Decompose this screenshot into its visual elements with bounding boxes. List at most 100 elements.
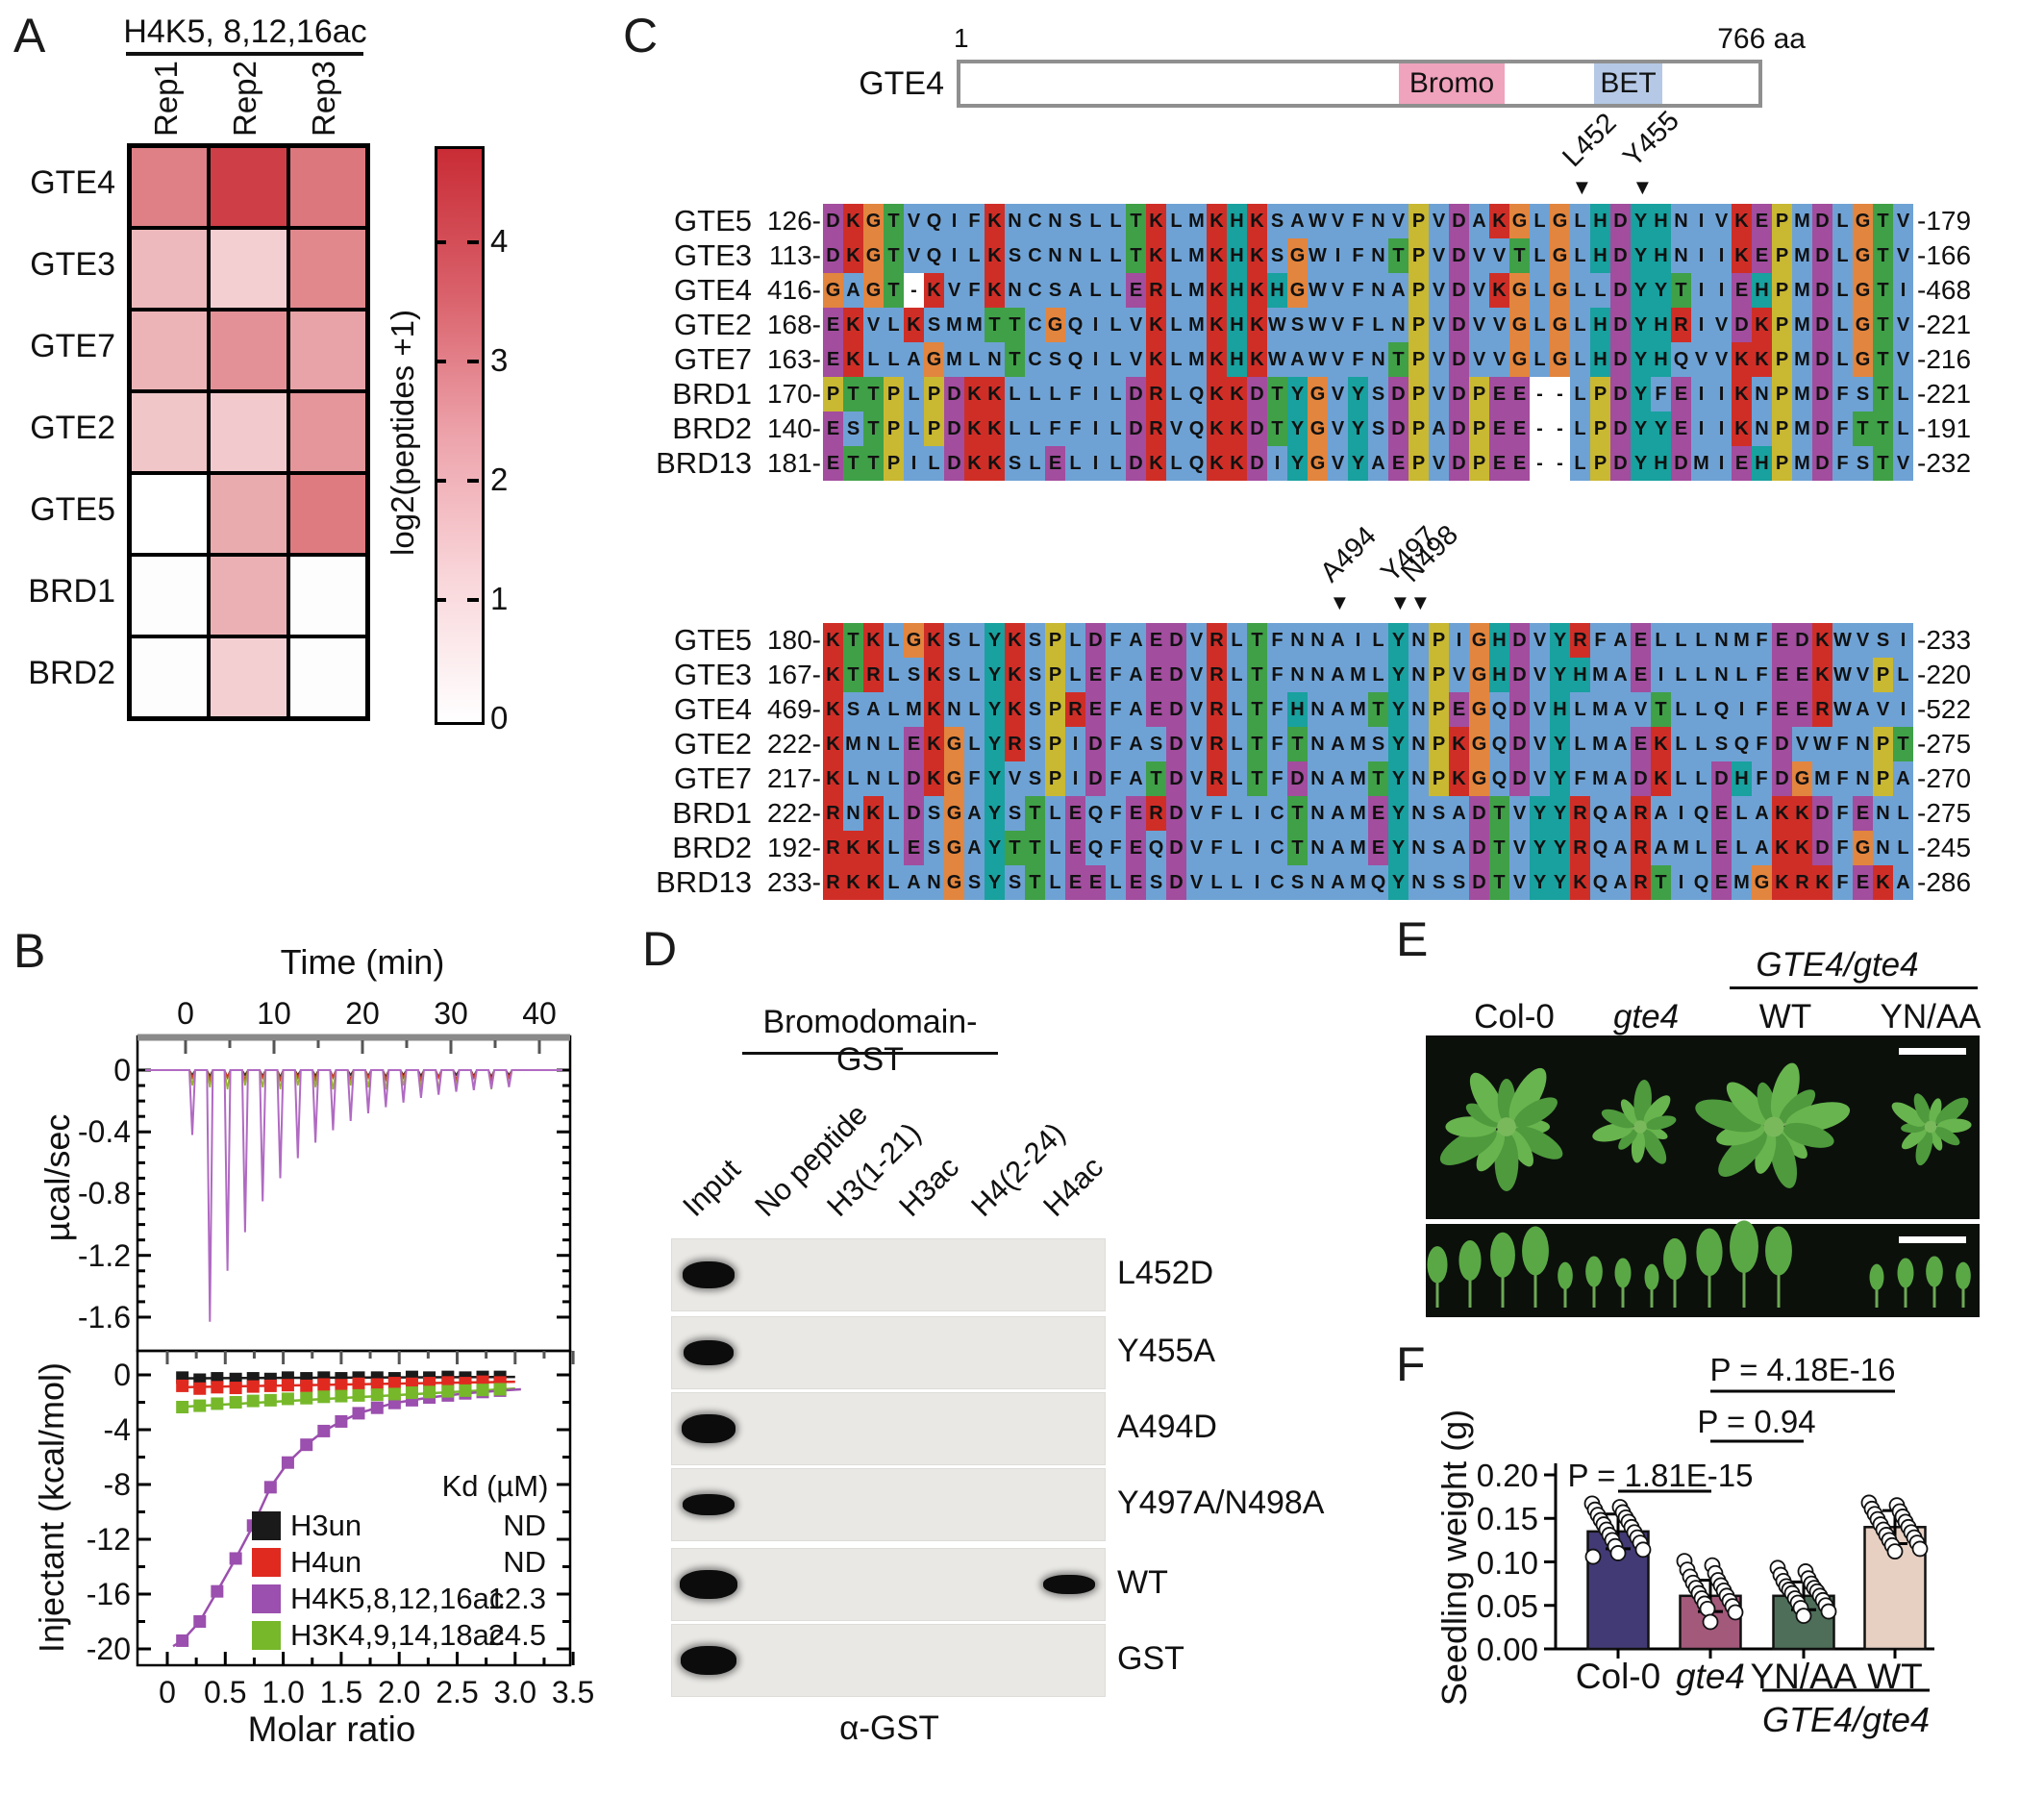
aln-residue: V — [1530, 658, 1550, 692]
aln-residue: V — [1328, 204, 1348, 238]
aln-residue: S — [1368, 727, 1388, 761]
itc-kcal-tick-label: -12 — [86, 1522, 131, 1557]
itc-point-H3K4,9,14,18ac — [352, 1388, 365, 1402]
itc-point-H4un — [211, 1381, 224, 1394]
aln-residue: T — [1247, 692, 1267, 727]
aln-residue: - — [1530, 412, 1550, 446]
aln-residue: V — [1691, 342, 1711, 377]
aln-residue: D — [1449, 377, 1469, 412]
heatmap-cell-GTE7-Rep2 — [209, 310, 288, 391]
aln-residue: P — [1469, 446, 1489, 481]
aln-residue: T — [1873, 377, 1893, 412]
aln-residue: S — [1853, 377, 1873, 412]
aln-residue: M — [1186, 273, 1207, 308]
itc-point-H3K4,9,14,18ac — [459, 1384, 472, 1397]
aln-residue: Y — [1388, 692, 1408, 727]
aln-residue: K — [823, 658, 843, 692]
aln-residue: M — [1792, 308, 1812, 342]
itc-time-tick-label: 30 — [434, 996, 468, 1031]
leaf-blade — [1644, 1263, 1659, 1290]
heatmap-cell-GTE3-Rep2 — [209, 228, 288, 310]
aln-residue: D — [1671, 446, 1691, 481]
leaf-blade — [1490, 1232, 1515, 1278]
aln-residue: L — [1085, 238, 1106, 273]
aln-residue: P — [1045, 658, 1065, 692]
aln-residue: K — [964, 412, 985, 446]
rosette-leaf — [1592, 1123, 1633, 1142]
itc-point-H4un — [300, 1379, 313, 1392]
aln-residue: Y — [1550, 865, 1570, 900]
itc-point-H4K5,8,12,16ac — [211, 1584, 224, 1598]
aln-residue: V — [1853, 658, 1873, 692]
aln-residue: G — [823, 273, 843, 308]
aln-residue: P — [1772, 377, 1792, 412]
aln-residue: F — [1106, 831, 1126, 865]
blot-row-label-WT: WT — [1117, 1564, 1168, 1601]
blot-title: Bromodomain-GST — [762, 1004, 978, 1078]
rosette-leaf — [1513, 1097, 1558, 1128]
aln-residue: T — [1267, 412, 1287, 446]
aln-residue: R — [1792, 865, 1812, 900]
aln-residue: G — [1509, 308, 1530, 342]
aln-residue: Q — [1691, 796, 1711, 831]
aln-residue: G — [863, 273, 884, 308]
aln-residue: Q — [1732, 727, 1752, 761]
aln-residue: F — [1267, 658, 1287, 692]
aln-residue: K — [843, 831, 863, 865]
aln-residue: V — [1328, 342, 1348, 377]
aln-residue: V — [1429, 273, 1449, 308]
aln-residue: K — [1449, 727, 1469, 761]
itc-point-H4K5,8,12,16ac — [229, 1552, 242, 1565]
heatmap-cell-BRD1-Rep2 — [209, 555, 288, 636]
aln-residue: S — [1025, 761, 1045, 796]
aln-residue: V — [904, 204, 924, 238]
aln-residue: I — [1893, 273, 1913, 308]
block2-row-BRD2: BRD2 192- R K K L E S G A Y T T L E Q F E Q D V F L I C T N A M E Y N S A… — [615, 831, 1971, 865]
aln-residue: E — [1085, 658, 1106, 692]
aln-residue: D — [1388, 377, 1408, 412]
aln-residue: K — [985, 377, 1005, 412]
itc-bottom-ylabel: Injectant (kcal/mol) — [32, 1361, 71, 1654]
aln-residue: N — [944, 692, 964, 727]
aln-residue: S — [1005, 865, 1025, 900]
rosette-center — [1497, 1117, 1516, 1136]
aln-residue: G — [944, 796, 964, 831]
aln-residue: N — [1368, 342, 1388, 377]
aln-residue: E — [1711, 796, 1732, 831]
itc-legend-kd: 12.3 — [487, 1582, 546, 1615]
aln-residue: I — [1247, 831, 1267, 865]
aln-residue: Y — [985, 658, 1005, 692]
aln-residue: G — [944, 727, 964, 761]
aln-residue: S — [1449, 865, 1469, 900]
itc-point-H4un — [281, 1379, 294, 1392]
itc-point-H4K5,8,12,16ac — [300, 1438, 313, 1452]
itc-point-H3K4,9,14,18ac — [493, 1383, 507, 1396]
aln-residue: D — [1449, 238, 1469, 273]
heatmap-cell-GTE5-Rep1 — [130, 473, 210, 555]
aln-residue: D — [1610, 204, 1631, 238]
aln-residue: Y — [1631, 412, 1651, 446]
aln-residue: A — [1610, 865, 1631, 900]
itc-kcal-tick-label: -4 — [103, 1412, 131, 1447]
aln-residue: Y — [1530, 796, 1550, 831]
heatmap-cell-GTE5-Rep2 — [209, 473, 288, 555]
aln-residue: I — [1651, 658, 1671, 692]
aln-residue: L — [1893, 658, 1913, 692]
aln-start-number: 168- — [766, 310, 821, 339]
blot-row-label-Y497A/N498A: Y497A/N498A — [1117, 1484, 1325, 1521]
aln-residue: M — [1792, 412, 1812, 446]
aln-residue: L — [1106, 865, 1126, 900]
rosette-leaf — [1934, 1127, 1960, 1146]
itc-kcal-tick-label: -8 — [103, 1467, 131, 1502]
aln-residue: Y — [1550, 658, 1570, 692]
itc-time-tick-label: 10 — [257, 996, 291, 1031]
aln-residue: D — [1509, 727, 1530, 761]
aln-residue: A — [1388, 273, 1408, 308]
aln-residue: K — [1651, 727, 1671, 761]
itc-point-H3K4,9,14,18ac — [229, 1396, 242, 1409]
aln-residue: A — [1469, 204, 1489, 238]
heatmap-cell-BRD1-Rep1 — [130, 555, 210, 636]
aln-residue: N — [1005, 273, 1025, 308]
aln-residue: N — [985, 342, 1005, 377]
leaf-blade — [1730, 1220, 1758, 1273]
